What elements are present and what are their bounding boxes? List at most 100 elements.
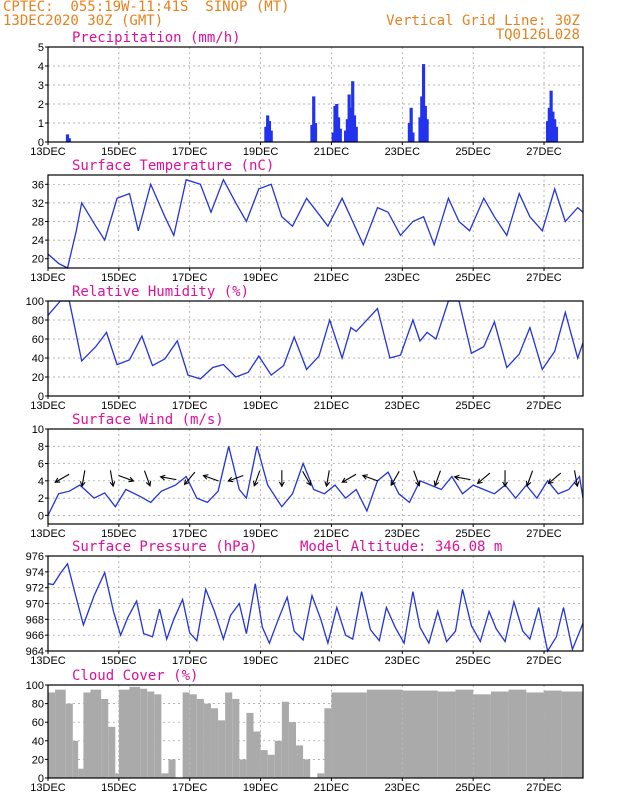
cloud-bar — [232, 698, 240, 778]
series-line — [47, 300, 584, 380]
wind-arrow — [413, 470, 421, 487]
x-tick-label: 21DEC — [314, 655, 350, 667]
x-tick-label: 23DEC — [385, 655, 421, 667]
cloud-bar — [90, 689, 102, 778]
wind-arrow-head — [453, 474, 460, 481]
x-tick-label: 25DEC — [455, 528, 491, 540]
cloud-bar — [526, 692, 545, 778]
wind-arrow — [159, 474, 177, 481]
cloud-bar — [366, 689, 403, 778]
y-tick-label: 36 — [32, 179, 44, 191]
wind-arrow-head — [525, 480, 532, 487]
x-tick-label: 27DEC — [526, 146, 562, 158]
x-tick-label: 13DEC — [30, 272, 66, 284]
panel-5: 964 966 968 970 972 974 976 13DEC 15DEC 17DEC 19DE… — [26, 539, 584, 667]
x-tick-label: 25DEC — [455, 400, 491, 412]
cloud-bar — [267, 754, 275, 778]
precip-bar — [411, 132, 415, 142]
y-tick-label: 20 — [32, 254, 44, 266]
x-tick-label: 15DEC — [101, 528, 137, 540]
wind-arrow — [433, 470, 441, 487]
cloud-bar — [281, 701, 289, 778]
x-tick-label: 25DEC — [455, 655, 491, 667]
wind-arrow — [341, 473, 357, 483]
precip-bar — [335, 104, 339, 142]
cloud-bar — [402, 690, 438, 778]
cloud-bar — [154, 694, 162, 778]
wind-arrow — [453, 474, 471, 481]
y-tick-label: 0 — [38, 137, 44, 149]
panel-3: 0 20 40 60 80 100 13DEC 15DEC 17DEC 19DEC 21DEC 23D… — [26, 284, 584, 412]
wind-arrow — [278, 470, 285, 488]
x-tick-label: 25DEC — [455, 146, 491, 158]
x-tick-label: 15DEC — [101, 655, 137, 667]
precip-bar — [267, 121, 272, 142]
wind-arrow — [476, 472, 491, 485]
precip-bar — [310, 124, 314, 142]
header-run-id: TQ0126L028 — [495, 27, 580, 43]
y-tick-label: 32 — [32, 198, 44, 210]
cloud-bar — [203, 703, 211, 778]
cloud-bar — [260, 750, 268, 778]
y-tick-label: 100 — [26, 680, 44, 692]
panel-6: 0 20 40 60 80 100 13DEC 15DEC 17DEC 19DEC 21DEC 23D… — [26, 668, 584, 794]
y-tick-label: 4 — [38, 476, 44, 488]
precip-bar — [354, 126, 358, 142]
x-tick-label: 27DEC — [526, 782, 562, 794]
x-tick-label: 21DEC — [314, 146, 350, 158]
precip-bar — [313, 123, 318, 142]
precip-bar — [420, 96, 424, 142]
wind-arrow-shaft — [160, 476, 177, 481]
wind-arrow-head — [390, 480, 396, 487]
y-tick-label: 20 — [32, 754, 44, 766]
precip-bar — [266, 115, 270, 142]
cloud-bar — [561, 691, 583, 778]
wind-arrow — [183, 471, 196, 486]
wind-arrow-head — [253, 480, 259, 487]
cloud-bar — [288, 722, 297, 778]
wind-arrow-shaft — [325, 470, 330, 487]
wind-arrow-head — [109, 481, 116, 488]
x-tick-label: 23DEC — [385, 528, 421, 540]
x-tick-label: 13DEC — [30, 528, 66, 540]
y-tick-label: 100 — [26, 296, 44, 308]
cloud-bar — [65, 703, 73, 778]
precip-bar — [264, 126, 268, 142]
x-tick-label: 19DEC — [243, 146, 279, 158]
cloud-bar — [140, 688, 148, 778]
x-tick-label: 27DEC — [526, 272, 562, 284]
x-tick-label: 21DEC — [314, 272, 350, 284]
y-tick-label: 2 — [38, 493, 44, 505]
wind-arrow-shaft — [477, 472, 491, 484]
y-tick-label: 0 — [38, 510, 44, 522]
panel-4: 0 2 4 6 8 10 13DEC 15DEC 17DEC 19DEC 21DEC 23DEC 25D… — [30, 412, 584, 540]
wind-arrow — [79, 470, 86, 488]
y-tick-label: 8 — [38, 441, 44, 453]
cloud-bar — [83, 692, 91, 778]
cloud-bar — [129, 686, 141, 778]
precip-bar — [336, 117, 341, 142]
x-tick-label: 17DEC — [172, 655, 208, 667]
x-tick-label: 21DEC — [314, 400, 350, 412]
series-line — [47, 562, 584, 653]
wind-arrow-head — [433, 480, 440, 487]
precip-bar — [269, 130, 273, 142]
precip-bar — [423, 105, 427, 142]
cloud-bar — [196, 698, 204, 778]
wind-arrow — [253, 470, 261, 487]
y-tick-label: 3 — [38, 80, 44, 92]
y-tick-label: 2 — [38, 99, 44, 111]
cloud-bar — [147, 691, 155, 778]
wind-arrow — [109, 470, 116, 488]
precip-bar — [338, 128, 342, 142]
wind-arrow-head — [476, 478, 483, 485]
y-tick-label: 6 — [38, 459, 44, 471]
wind-arrow-shaft — [54, 473, 70, 483]
wind-arrow-shaft — [109, 470, 114, 487]
y-tick-label: 968 — [26, 614, 44, 626]
precip-bar — [344, 130, 348, 142]
y-tick-label: 10 — [32, 424, 44, 436]
precip-bar — [547, 107, 551, 142]
wind-arrow — [390, 471, 400, 487]
